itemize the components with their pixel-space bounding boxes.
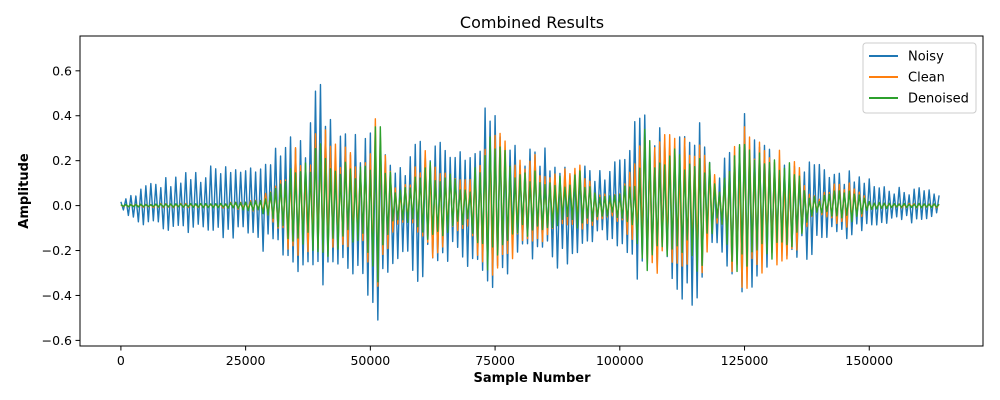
x-tick-label: 75000 bbox=[475, 353, 515, 368]
x-tick-label: 125000 bbox=[721, 353, 769, 368]
y-tick-label: 0.6 bbox=[52, 63, 72, 78]
series-layer bbox=[120, 83, 940, 321]
x-axis-label: Sample Number bbox=[474, 371, 592, 386]
x-tick-label: 25000 bbox=[226, 353, 266, 368]
legend-label-noisy: Noisy bbox=[908, 50, 944, 65]
x-tick-label: 100000 bbox=[596, 353, 644, 368]
x-tick-label: 50000 bbox=[350, 353, 390, 368]
legend: Noisy Clean Denoised bbox=[862, 42, 977, 114]
y-tick-label: −0.2 bbox=[42, 243, 72, 258]
legend-box bbox=[862, 42, 977, 114]
y-tick-label: −0.6 bbox=[42, 333, 72, 348]
x-tick-label: 150000 bbox=[845, 353, 893, 368]
y-tick-label: 0.0 bbox=[52, 198, 72, 213]
y-axis: −0.6 −0.4 −0.2 0.0 0.2 0.4 0.6 bbox=[42, 63, 80, 348]
chart-title: Combined Results bbox=[460, 13, 604, 32]
y-tick-label: 0.4 bbox=[52, 108, 72, 123]
legend-label-denoised: Denoised bbox=[908, 92, 969, 107]
x-tick-label: 0 bbox=[117, 353, 125, 368]
y-tick-label: 0.2 bbox=[52, 153, 72, 168]
x-axis: 0 25000 50000 75000 100000 125000 150000 bbox=[117, 346, 893, 368]
plot-frame bbox=[79, 35, 984, 347]
y-tick-label: −0.4 bbox=[42, 288, 72, 303]
y-axis-label: Amplitude bbox=[17, 153, 32, 229]
legend-label-clean: Clean bbox=[908, 71, 945, 86]
series-line-denoised bbox=[120, 126, 940, 283]
